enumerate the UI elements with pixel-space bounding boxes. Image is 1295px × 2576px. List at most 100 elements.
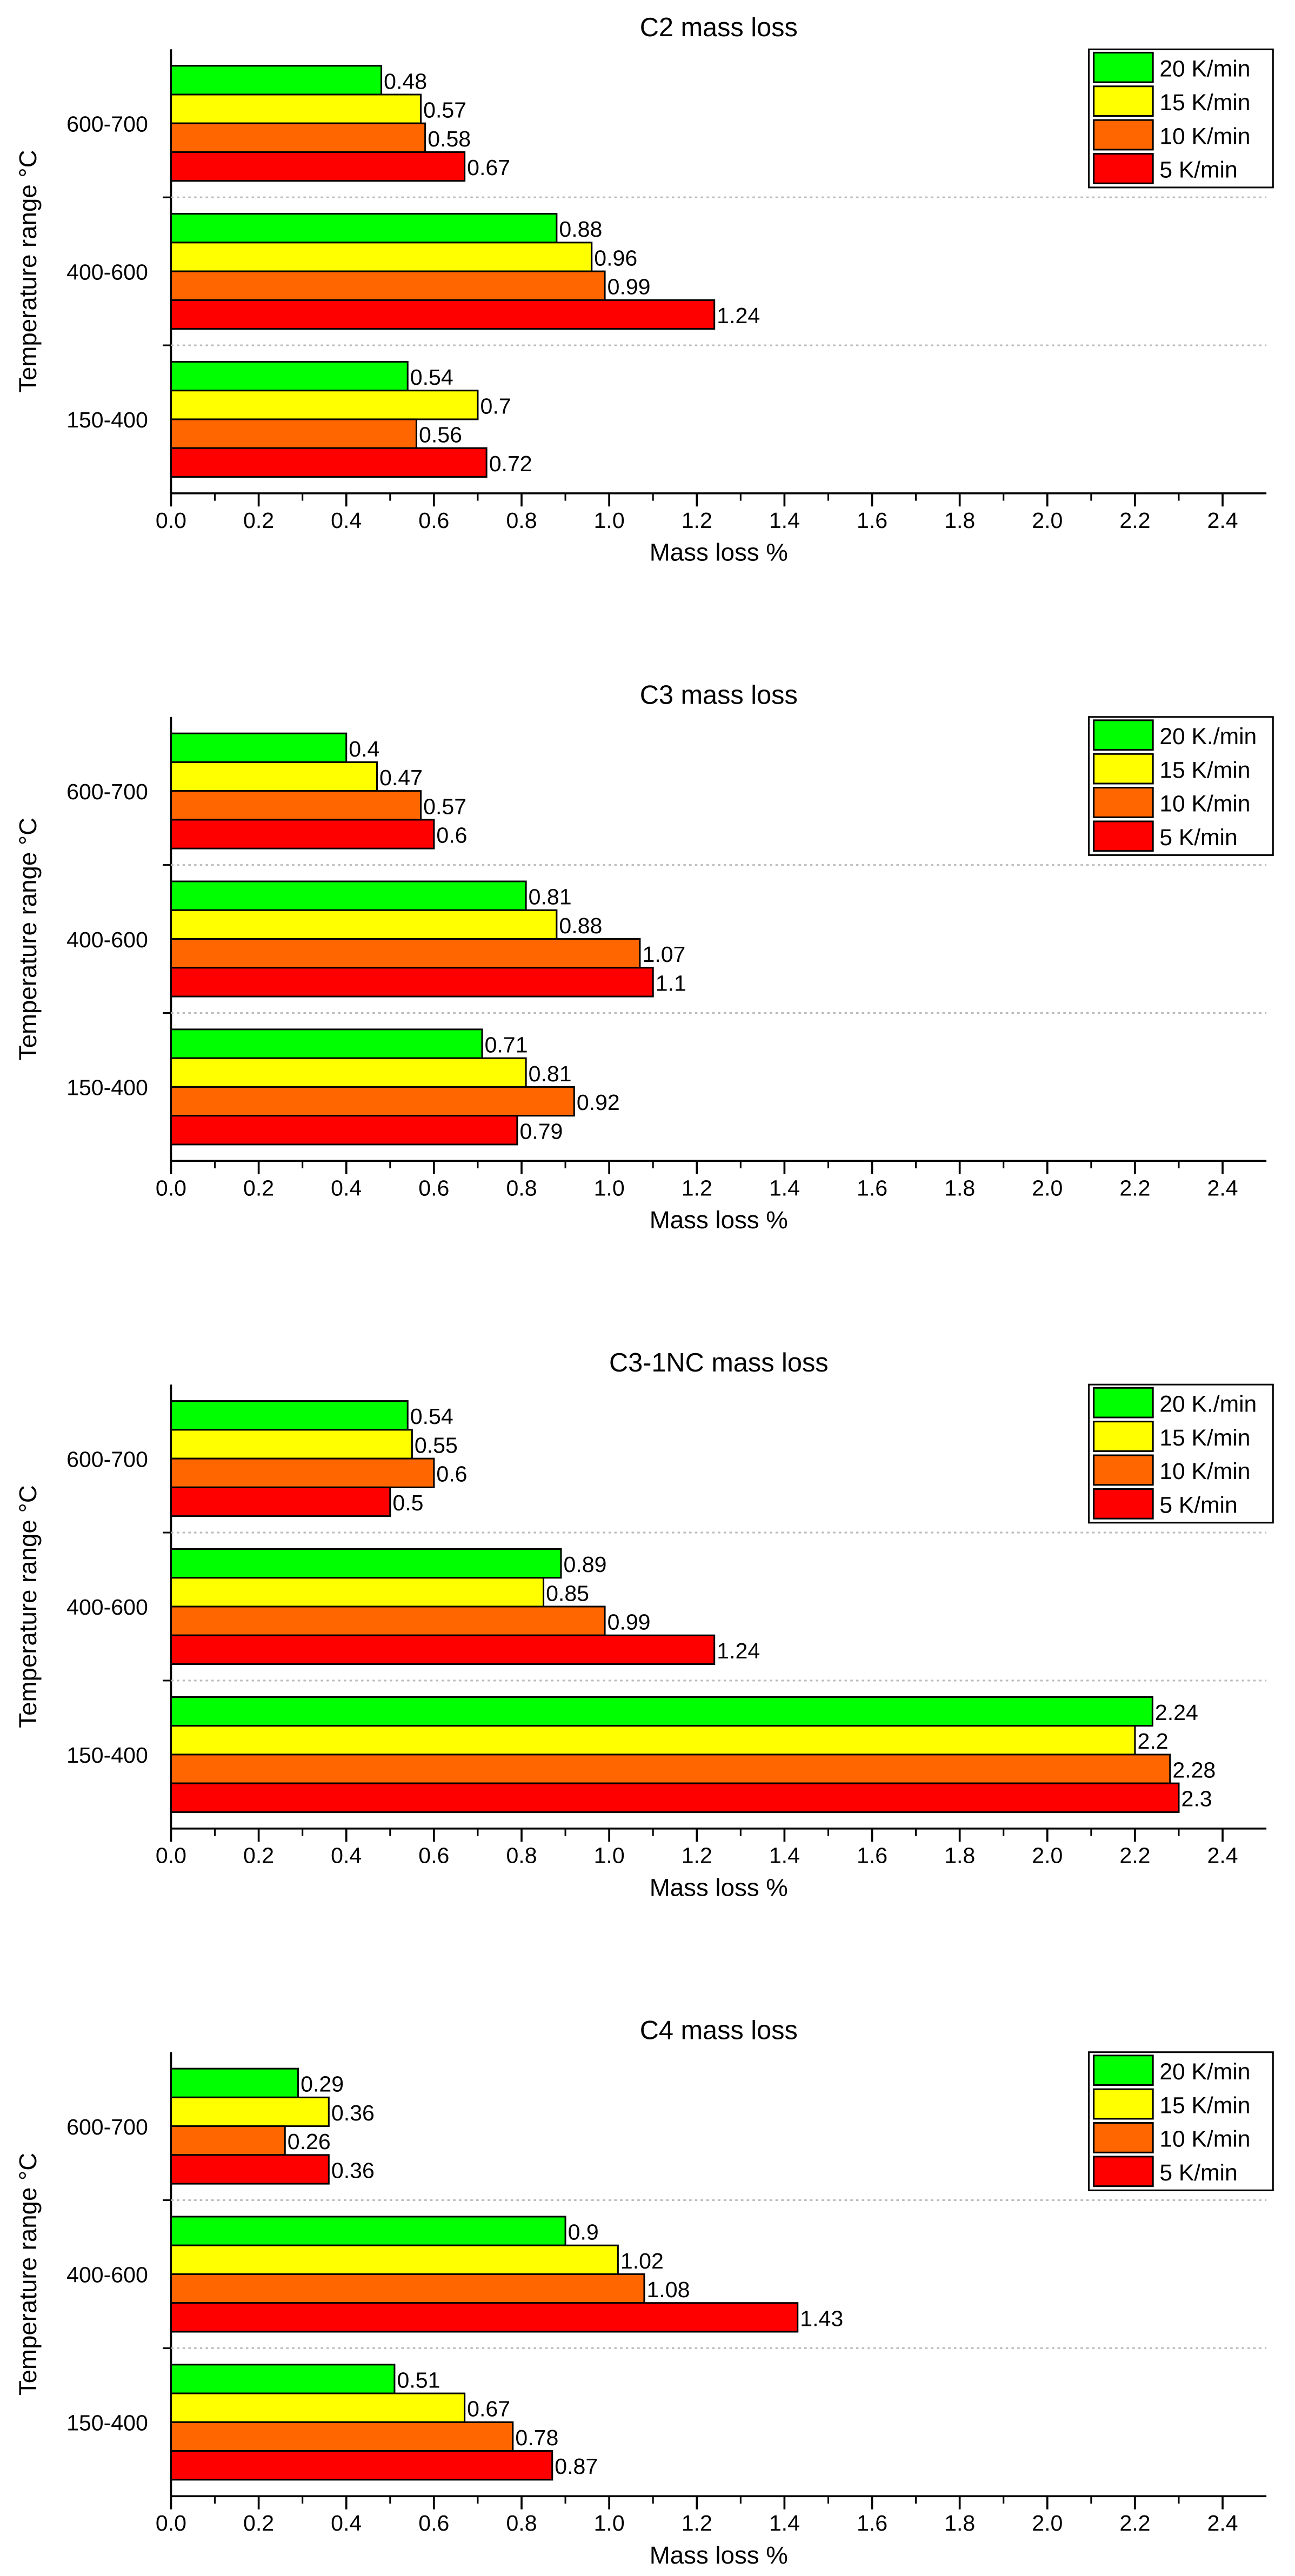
bar-value-label: 0.51 xyxy=(397,2367,440,2392)
x-tick-label: 0.2 xyxy=(243,1175,274,1200)
bar xyxy=(170,2273,645,2304)
legend: 20 K/min 15 K/min 10 K/min 5 K/min xyxy=(1087,48,1274,189)
x-axis-label: Mass loss % xyxy=(650,1206,788,1234)
bar xyxy=(170,1782,1180,1813)
legend-label: 5 K/min xyxy=(1159,1493,1237,1518)
bar-value-label: 0.29 xyxy=(301,2072,344,2097)
bar-value-label: 1.08 xyxy=(647,2277,690,2302)
x-tick-label: 2.2 xyxy=(1119,508,1150,533)
bar xyxy=(170,2450,553,2481)
legend-label: 15 K/min xyxy=(1159,2092,1250,2118)
legend-swatch xyxy=(1093,1421,1154,1452)
x-axis-label: Mass loss % xyxy=(650,2541,788,2569)
bar xyxy=(170,390,479,420)
legend-swatch xyxy=(1093,2156,1154,2187)
bar xyxy=(170,1086,575,1117)
bar xyxy=(170,299,716,330)
chart-title: C3-1NC mass loss xyxy=(609,1348,829,1377)
bar xyxy=(170,1725,1136,1756)
bar-value-label: 0.6 xyxy=(436,823,467,848)
legend-swatch xyxy=(1093,2055,1154,2086)
bar-value-label: 0.81 xyxy=(529,885,572,909)
bar xyxy=(170,1754,1171,1784)
x-tick-label: 0.2 xyxy=(243,1843,274,1868)
bar xyxy=(170,2068,299,2098)
y-tick-label: 150-400 xyxy=(66,407,148,432)
y-tick-label: 400-600 xyxy=(66,2263,148,2287)
legend: 20 K./min 15 K/min 10 K/min 5 K/min xyxy=(1087,1383,1274,1524)
bar xyxy=(170,1057,527,1088)
legend-swatch xyxy=(1093,1454,1154,1486)
bar-value-label: 0.79 xyxy=(519,1119,563,1143)
y-tick-label: 600-700 xyxy=(66,1447,148,1471)
bar xyxy=(170,1605,606,1636)
bar-value-label: 0.55 xyxy=(415,1433,458,1457)
legend-label: 20 K./min xyxy=(1159,1391,1257,1417)
bar xyxy=(170,213,558,244)
bar xyxy=(170,761,378,792)
bar xyxy=(170,1548,562,1579)
bar-value-label: 0.96 xyxy=(594,245,637,270)
legend: 20 K./min 15 K/min 10 K/min 5 K/min xyxy=(1087,716,1274,856)
x-tick-label: 0.8 xyxy=(506,508,537,533)
legend-label: 20 K/min xyxy=(1159,2059,1250,2085)
x-tick-label: 0.8 xyxy=(506,2511,537,2535)
x-tick-label: 0.0 xyxy=(156,2511,186,2535)
x-tick-label: 1.0 xyxy=(594,1843,625,1868)
y-tick-label: 600-700 xyxy=(66,779,148,804)
legend-label: 15 K/min xyxy=(1159,757,1250,783)
legend-label: 10 K/min xyxy=(1159,2126,1250,2152)
x-axis-label: Mass loss % xyxy=(650,539,788,566)
x-tick-label: 1.6 xyxy=(857,2511,887,2535)
bar xyxy=(170,1577,545,1608)
legend-label: 10 K/min xyxy=(1159,1458,1250,1484)
bar xyxy=(170,1634,716,1665)
bar xyxy=(170,1400,409,1431)
legend-label: 20 K/min xyxy=(1159,56,1250,82)
x-tick-label: 1.6 xyxy=(857,1175,887,1200)
y-axis-label: Temperature range °C xyxy=(14,818,42,1060)
bar xyxy=(170,2392,466,2423)
bar-value-label: 0.6 xyxy=(436,1462,467,1487)
legend-label: 10 K/min xyxy=(1159,123,1250,149)
bar xyxy=(170,360,409,392)
y-axis-label: Temperature range °C xyxy=(14,150,42,392)
bar-value-label: 2.3 xyxy=(1181,1787,1212,1811)
x-tick-label: 0.4 xyxy=(331,2511,362,2535)
bar xyxy=(170,2302,799,2333)
y-tick-label: 400-600 xyxy=(66,927,148,952)
bar xyxy=(170,880,527,911)
x-tick-label: 1.6 xyxy=(857,508,887,533)
bar-value-label: 0.88 xyxy=(559,913,602,938)
bar-value-label: 0.72 xyxy=(489,451,532,476)
chart-panel: C4 mass loss 0.0 0.2 0.4 0.6 0.8 1.0 1.2 1.4 1.6 1… xyxy=(14,2016,1274,2569)
x-tick-label: 1.8 xyxy=(944,2511,975,2535)
x-tick-label: 2.4 xyxy=(1207,1175,1238,1200)
x-tick-label: 2.2 xyxy=(1119,1843,1150,1868)
legend-swatch xyxy=(1093,1387,1154,1419)
bar xyxy=(170,65,383,96)
bar xyxy=(170,418,417,449)
bar-value-label: 0.67 xyxy=(467,155,510,180)
x-tick-label: 0.6 xyxy=(418,2511,449,2535)
bar-value-label: 1.02 xyxy=(620,2249,664,2273)
legend-label: 5 K/min xyxy=(1159,157,1237,183)
x-tick-label: 0.4 xyxy=(331,1843,362,1868)
legend-swatch xyxy=(1093,119,1154,151)
y-axis-label: Temperature range °C xyxy=(14,1485,42,1728)
bar-value-label: 1.24 xyxy=(717,303,760,328)
bar xyxy=(170,2244,619,2275)
x-tick-label: 0.0 xyxy=(156,508,186,533)
x-tick-label: 2.2 xyxy=(1119,2511,1150,2535)
bar xyxy=(170,1486,391,1517)
x-tick-label: 1.0 xyxy=(594,508,625,533)
bar xyxy=(170,2125,286,2156)
legend-label: 10 K/min xyxy=(1159,791,1250,817)
legend-swatch xyxy=(1093,85,1154,117)
bar-value-label: 0.26 xyxy=(288,2129,331,2154)
bar xyxy=(170,967,654,998)
bar-value-label: 0.9 xyxy=(568,2220,599,2245)
x-tick-label: 2.4 xyxy=(1207,508,1238,533)
x-tick-label: 0.0 xyxy=(156,1843,186,1868)
x-tick-label: 2.0 xyxy=(1032,1843,1063,1868)
